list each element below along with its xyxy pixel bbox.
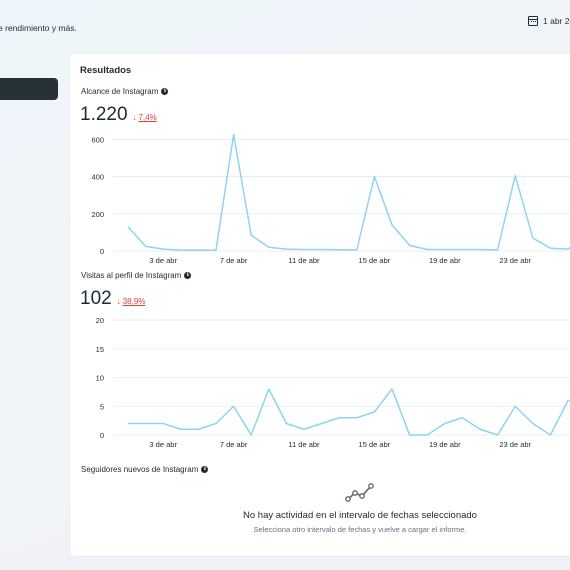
visits-value-row: 102 ↓ 38,9%	[80, 288, 145, 310]
visits-label: Visitas al perfil de Instagram i	[81, 271, 192, 280]
info-icon[interactable]: i	[201, 466, 209, 473]
x-tick-label: 15 de abr	[359, 256, 391, 265]
visits-value: 102	[80, 288, 112, 309]
x-tick-label: 23 de abr	[499, 440, 531, 449]
x-tick-label: 7 de abr	[220, 440, 248, 449]
page-subtitle: e rendimiento y más.	[0, 23, 77, 33]
empty-state-title: No hay actividad en el intervalo de fech…	[243, 510, 477, 521]
x-tick-label: 11 de abr	[288, 256, 320, 265]
visits-label-text: Visitas al perfil de Instagram	[81, 271, 182, 280]
trend-line-icon	[345, 483, 374, 502]
x-tick-label: 19 de abr	[429, 256, 461, 265]
y-tick-label: 200	[91, 210, 104, 219]
reach-label: Alcance de Instagram i	[81, 87, 169, 96]
visits-delta-pct[interactable]: 38,9%	[122, 297, 146, 306]
visits-delta: ↓ 38,9%	[117, 297, 146, 306]
y-tick-label: 20	[96, 316, 104, 325]
empty-state-subtitle: Selecciona otro intervalo de fechas y vu…	[253, 525, 467, 534]
info-icon[interactable]: i	[161, 88, 169, 95]
down-arrow-icon: ↓	[132, 113, 137, 122]
y-tick-label: 600	[91, 135, 104, 144]
info-icon[interactable]: i	[184, 272, 192, 279]
x-tick-label: 3 de abr	[149, 440, 177, 449]
reach-value: 1.220	[80, 104, 128, 125]
down-arrow-icon: ↓	[116, 297, 121, 306]
y-tick-label: 15	[96, 345, 104, 354]
calendar-icon	[528, 16, 538, 26]
reach-delta: ↓ 7,4%	[133, 113, 157, 122]
followers-empty-state: No hay actividad en el intervalo de fech…	[205, 482, 515, 534]
x-tick-label: 3 de abr	[149, 256, 177, 265]
y-tick-label: 0	[100, 247, 104, 256]
results-card	[70, 54, 570, 556]
date-range-picker[interactable]: 1 abr 20	[528, 16, 570, 26]
y-tick-label: 0	[100, 431, 104, 440]
x-tick-label: 23 de abr	[499, 256, 531, 265]
sidebar-active-button[interactable]	[0, 78, 58, 100]
x-tick-label: 11 de abr	[288, 440, 320, 449]
series-line	[128, 388, 570, 436]
y-tick-label: 10	[96, 374, 104, 383]
followers-label: Seguidores nuevos de Instagram i	[81, 465, 209, 474]
results-title: Resultados	[80, 65, 132, 76]
date-range-label: 1 abr 20	[543, 16, 570, 26]
x-tick-label: 15 de abr	[359, 440, 391, 449]
reach-value-row: 1.220 ↓ 7,4%	[80, 104, 157, 126]
x-tick-label: 19 de abr	[429, 440, 461, 449]
y-tick-label: 400	[91, 173, 104, 182]
followers-label-text: Seguidores nuevos de Instagram	[81, 465, 199, 474]
x-tick-label: 7 de abr	[220, 256, 248, 265]
y-tick-label: 5	[100, 402, 104, 411]
reach-delta-pct[interactable]: 7,4%	[138, 113, 157, 122]
reach-label-text: Alcance de Instagram	[81, 87, 159, 96]
